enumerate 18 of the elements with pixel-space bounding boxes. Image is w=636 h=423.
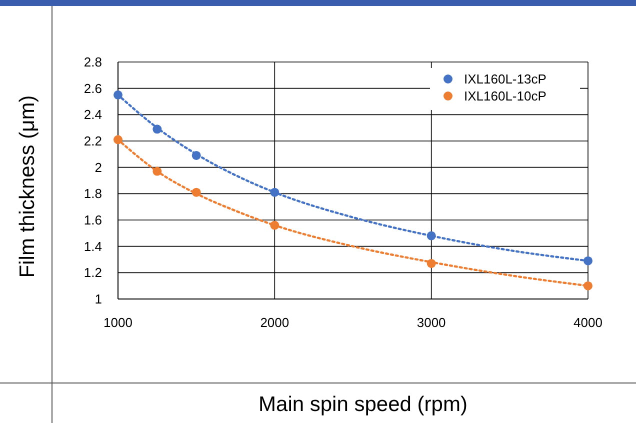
y-tick-label: 2.2 <box>84 134 102 149</box>
x-tick-label: 2000 <box>260 315 290 330</box>
y-tick-label: 2 <box>94 160 102 175</box>
y-tick-label: 1.6 <box>84 212 102 228</box>
y-axis-title: Film thickness (μm) <box>16 95 39 278</box>
legend-label: IXL160L-10cP <box>464 88 546 104</box>
y-tick-label: 2.6 <box>84 80 102 96</box>
y-tick-label: 1.2 <box>84 265 102 280</box>
y-tick-label: 2.8 <box>84 54 102 70</box>
y-tick-label: 2.4 <box>84 107 102 122</box>
legend-label: IXL160L-13cP <box>464 72 546 87</box>
x-tick-label: 4000 <box>574 315 602 330</box>
x-axis-title: Main spin speed (rpm) <box>258 393 468 416</box>
y-tick-label: 1.8 <box>84 186 102 202</box>
x-tick-label: 3000 <box>416 315 446 330</box>
x-tick-label: 1000 <box>104 315 132 330</box>
y-tick-label: 1.4 <box>84 238 102 254</box>
y-tick-label: 1 <box>94 292 102 307</box>
